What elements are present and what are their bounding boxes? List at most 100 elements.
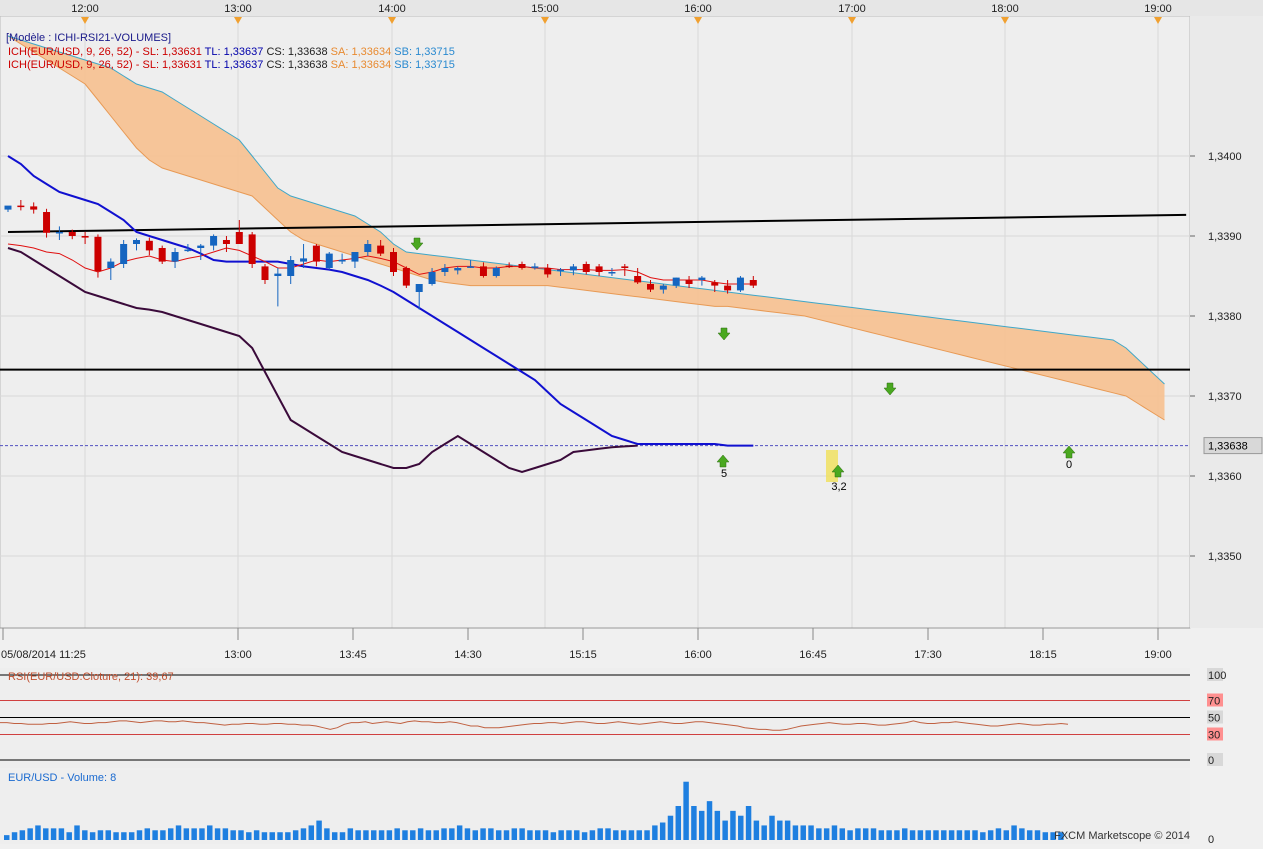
volume-bar	[1019, 828, 1025, 840]
legend-field: TL: 1,33637	[205, 46, 267, 58]
bullish-candle	[569, 266, 577, 271]
bullish-candle	[467, 266, 475, 268]
bottom-time-label: 13:45	[339, 649, 367, 661]
ichimoku-cloud	[8, 36, 1165, 420]
volume-bar	[1011, 825, 1017, 840]
bearish-candle	[595, 266, 603, 272]
bearish-candle	[711, 282, 719, 286]
volume-bar	[355, 830, 361, 840]
volume-bar	[27, 828, 33, 840]
volume-bar	[74, 825, 80, 840]
volume-bar	[933, 830, 939, 840]
price-axis-label: 1,3380	[1208, 311, 1242, 323]
price-axis-label: 1,3370	[1208, 391, 1242, 403]
rsi-axis-label: 30	[1208, 730, 1220, 742]
volume-bar	[121, 832, 127, 840]
signal-label: 3,2	[831, 481, 846, 493]
sell-signal-arrow-icon	[717, 327, 731, 341]
volume-bar	[917, 830, 924, 840]
bullish-candle	[338, 260, 346, 262]
bearish-candle	[479, 266, 487, 276]
volume-axis-label: 0	[1208, 834, 1214, 844]
rsi-level-tag	[1207, 753, 1223, 766]
volume-bar	[714, 810, 721, 840]
volume-bar	[636, 830, 642, 840]
volume-bar	[417, 828, 424, 840]
top-time-axis	[0, 0, 1263, 16]
volume-bar	[300, 828, 307, 840]
bearish-candle	[94, 236, 102, 272]
volume-bar	[488, 828, 494, 840]
bullish-candle	[441, 268, 449, 272]
legend-field: SA: 1,33634	[331, 46, 395, 58]
watermark-text: FXCM Marketscope © 2014	[1054, 830, 1190, 842]
volume-bar	[35, 825, 41, 840]
bottom-time-label: 18:15	[1029, 649, 1057, 661]
senkou-span-a-line	[7, 35, 1165, 421]
volume-bar	[698, 810, 705, 840]
bullish-candle	[364, 244, 372, 252]
bottom-time-label: 15:15	[569, 649, 597, 661]
bullish-candle	[351, 252, 359, 262]
current-price-value: 1,33638	[1208, 441, 1248, 453]
volume-bar	[628, 830, 635, 840]
volume-bar	[152, 830, 158, 840]
volume-bar	[777, 820, 783, 840]
volume-bar	[82, 830, 88, 840]
bullish-candle	[184, 249, 192, 252]
volume-bar	[574, 830, 580, 840]
volume-bar	[855, 828, 861, 840]
volume-bar	[292, 830, 299, 840]
volume-bar	[175, 825, 182, 840]
legend-field: CS: 1,33638	[266, 46, 330, 58]
rsi-level-tag	[1207, 668, 1223, 681]
volume-bar	[433, 830, 439, 840]
bullish-candle	[107, 261, 115, 268]
legend-field: CS: 1,33638	[266, 59, 330, 71]
bearish-candle	[685, 280, 693, 284]
volume-bar	[667, 815, 674, 840]
bearish-candle	[43, 212, 51, 233]
volume-bar	[324, 828, 330, 840]
volume-bar	[972, 830, 978, 840]
volume-bar	[191, 828, 197, 840]
bearish-candle	[248, 234, 256, 264]
price-axis-label: 1,3390	[1208, 231, 1242, 243]
volume-bar	[238, 830, 244, 840]
bullish-candle	[4, 205, 12, 210]
tenkan-sen-line	[7, 243, 754, 285]
bullish-candle	[492, 268, 500, 276]
time-marker-icon	[694, 17, 702, 24]
volume-bar	[995, 828, 1002, 840]
bullish-candle	[133, 240, 140, 244]
volume-bar	[160, 830, 166, 840]
bearish-candle	[544, 268, 552, 275]
price-axis-label: 1,3350	[1208, 551, 1242, 563]
volume-bar	[371, 830, 377, 840]
volume-bar	[230, 830, 236, 840]
volume-bar	[862, 828, 869, 840]
bullish-candle	[672, 277, 680, 286]
bullish-candle	[454, 268, 462, 271]
volume-bar	[675, 806, 682, 840]
volume-bar	[1058, 832, 1064, 840]
volume-bar	[425, 830, 432, 840]
volume-bar	[816, 828, 822, 840]
legend-field: ICH(EUR/USD, 9, 26, 52) -	[8, 59, 142, 71]
time-marker-icon	[1154, 17, 1162, 24]
bearish-candle	[518, 264, 526, 268]
volume-bar	[105, 830, 111, 840]
volume-bar	[808, 825, 814, 840]
bullish-candle	[120, 244, 128, 264]
volume-bar	[261, 832, 268, 840]
volume-bar	[43, 828, 49, 840]
top-time-label: 18:00	[991, 3, 1019, 15]
chikou-span-line	[7, 247, 638, 474]
volume-bar	[456, 825, 463, 840]
volume-bar	[441, 828, 447, 840]
volume-bar	[581, 832, 588, 840]
volume-bar	[472, 830, 478, 840]
legend-field: SA: 1,33634	[331, 59, 395, 71]
bearish-candle	[68, 232, 76, 236]
